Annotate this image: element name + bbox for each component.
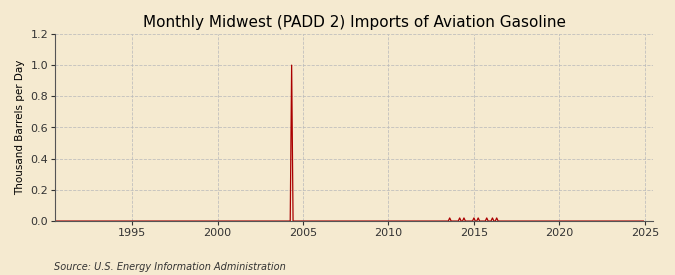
Y-axis label: Thousand Barrels per Day: Thousand Barrels per Day (15, 60, 25, 195)
Title: Monthly Midwest (PADD 2) Imports of Aviation Gasoline: Monthly Midwest (PADD 2) Imports of Avia… (143, 15, 566, 30)
Text: Source: U.S. Energy Information Administration: Source: U.S. Energy Information Administ… (54, 262, 286, 272)
